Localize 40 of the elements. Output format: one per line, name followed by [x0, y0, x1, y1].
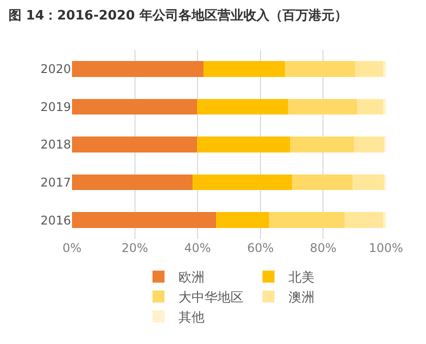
bar: [383, 60, 386, 77]
bar: [216, 212, 269, 228]
y-tick-label: 2019: [40, 100, 71, 114]
bar: [72, 60, 204, 77]
legend-label: 大中华地区: [178, 290, 244, 306]
legend-label: 北美: [288, 270, 314, 286]
bar: [72, 98, 197, 115]
bar: [72, 212, 216, 228]
legend-label: 欧洲: [178, 270, 204, 286]
bar: [292, 174, 353, 190]
x-tick-label: 60%: [247, 241, 274, 255]
x-tick-label: 40%: [184, 241, 211, 255]
y-tick-label: 2018: [40, 138, 71, 152]
x-tick-label: 20%: [121, 241, 148, 255]
x-tick-label: 0%: [62, 241, 82, 255]
bar: [354, 60, 384, 77]
bar: [192, 174, 292, 190]
y-tick-label: 2017: [40, 176, 71, 190]
bar: [383, 212, 386, 228]
bar: [290, 136, 354, 152]
bar: [268, 212, 345, 228]
bar: [354, 136, 384, 152]
bar: [196, 136, 290, 152]
chart-title: 图 14：2016-2020 年公司各地区营业收入（百万港元）: [8, 7, 348, 24]
bar: [344, 212, 384, 228]
legend-label: 其他: [178, 310, 204, 326]
y-tick-label: 2016: [40, 213, 71, 228]
bar: [383, 98, 386, 115]
bar: [72, 136, 197, 152]
bar: [352, 174, 384, 190]
bar: [196, 98, 288, 115]
bar: [288, 98, 358, 115]
bar: [357, 98, 384, 115]
legend-label: 澳洲: [288, 290, 314, 306]
bar: [284, 60, 355, 77]
bar: [72, 174, 193, 190]
y-tick-label: 2020: [40, 62, 71, 76]
x-tick-label: 100%: [368, 241, 404, 255]
bar: [203, 60, 285, 77]
x-tick-label: 80%: [310, 241, 337, 255]
